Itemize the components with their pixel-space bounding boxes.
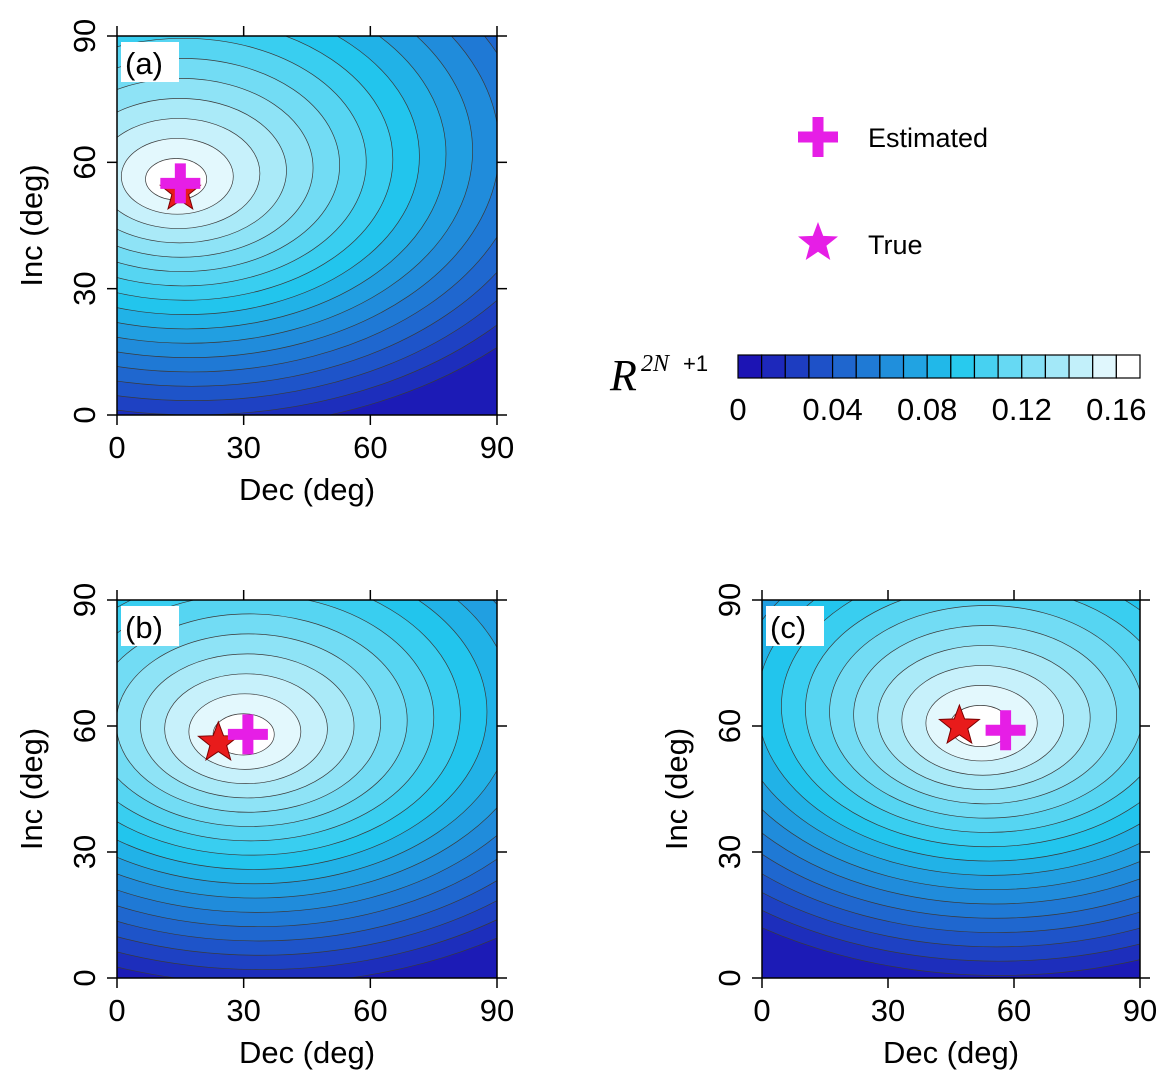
y-tick-label: 90 bbox=[67, 19, 102, 53]
y-tick-label: 0 bbox=[67, 406, 102, 423]
y-tick-label: 60 bbox=[67, 709, 102, 743]
y-axis-label: Inc (deg) bbox=[14, 728, 49, 850]
colorbar: 0 0.04 0.08 0.12 0.16 R 2N +1 bbox=[609, 351, 1147, 427]
y-tick-label: 0 bbox=[712, 969, 747, 986]
colorbar-swatch bbox=[1115, 354, 1141, 379]
x-tick-label: 90 bbox=[480, 430, 514, 465]
colorbar-swatch bbox=[1092, 354, 1117, 379]
estimated-marker bbox=[227, 714, 268, 755]
y-tick-label: 60 bbox=[712, 709, 747, 743]
panel-label-box bbox=[121, 606, 179, 646]
x-tick-label: 30 bbox=[226, 430, 260, 465]
y-tick-label: 0 bbox=[67, 969, 102, 986]
colorbar-title-superscript: 2N bbox=[641, 351, 671, 377]
plot-frame bbox=[761, 599, 1141, 979]
colorbar-tick-label: 0.04 bbox=[802, 392, 862, 427]
y-tick-label: 30 bbox=[67, 835, 102, 869]
x-axis-label: Dec (deg) bbox=[239, 472, 375, 507]
colorbar-swatch bbox=[784, 354, 810, 379]
plot-frame bbox=[116, 599, 498, 979]
x-tick-label: 30 bbox=[226, 993, 260, 1028]
contour-fill bbox=[762, 600, 1140, 976]
x-tick-label: 30 bbox=[871, 993, 905, 1028]
x-tick-label: 90 bbox=[480, 993, 514, 1028]
panel-a: 00 30 30 60 60 90 90 Dec (deg) Inc (deg) (a) bbox=[14, 19, 514, 507]
colorbar-swatch bbox=[997, 354, 1023, 379]
panel-b: 00 30 30 60 60 90 90 Dec (deg) Inc (deg) (b) bbox=[14, 583, 514, 1070]
colorbar-swatch bbox=[1021, 354, 1047, 379]
legend-estimated-label: Estimated bbox=[868, 123, 988, 153]
legend-true-marker bbox=[798, 222, 838, 260]
x-tick-label: 0 bbox=[108, 430, 125, 465]
contour-fill bbox=[117, 600, 497, 978]
colorbar-swatch bbox=[831, 354, 857, 379]
x-tick-label: 60 bbox=[353, 993, 387, 1028]
colorbar-title-superscript-plain: +1 bbox=[683, 351, 708, 376]
true-marker bbox=[938, 703, 981, 745]
legend: Estimated True bbox=[798, 117, 988, 260]
panel-label: (b) bbox=[125, 610, 163, 645]
colorbar-swatch bbox=[902, 354, 928, 379]
colorbar-tick-label: 0 bbox=[729, 392, 746, 427]
colorbar-swatch bbox=[973, 354, 999, 379]
colorbar-swatch bbox=[855, 354, 881, 379]
x-axis-label: Dec (deg) bbox=[239, 1035, 375, 1070]
estimated-marker bbox=[160, 163, 201, 204]
y-axis-label: Inc (deg) bbox=[14, 164, 49, 286]
panel-label-box bbox=[121, 42, 179, 82]
colorbar-tick-label: 0.08 bbox=[897, 392, 957, 427]
y-axis-label: Inc (deg) bbox=[659, 728, 694, 850]
colorbar-swatch bbox=[808, 354, 834, 379]
contour-fill bbox=[117, 36, 497, 415]
colorbar-swatch bbox=[879, 354, 905, 379]
colorbar-title: R bbox=[609, 351, 637, 400]
colorbar-swatch bbox=[926, 354, 952, 379]
x-tick-label: 0 bbox=[108, 993, 125, 1028]
y-tick-label: 90 bbox=[712, 583, 747, 617]
panel-label: (a) bbox=[125, 46, 163, 81]
y-tick-label: 30 bbox=[712, 835, 747, 869]
x-axis-label: Dec (deg) bbox=[883, 1035, 1019, 1070]
colorbar-swatch bbox=[950, 354, 976, 379]
colorbar-swatch bbox=[1044, 354, 1070, 379]
colorbar-tick-label: 0.16 bbox=[1086, 392, 1146, 427]
colorbar-swatch bbox=[737, 354, 763, 379]
x-tick-label: 90 bbox=[1123, 993, 1157, 1028]
panel-label: (c) bbox=[770, 610, 806, 645]
colorbar-tick-label: 0.12 bbox=[992, 392, 1052, 427]
panel-c: 00 30 30 60 60 90 90 Dec (deg) Inc (deg) (c) bbox=[659, 583, 1157, 1070]
panel-label-box bbox=[766, 606, 824, 646]
x-tick-label: 60 bbox=[997, 993, 1031, 1028]
legend-true-label: True bbox=[868, 230, 923, 260]
legend-estimated-marker bbox=[798, 117, 838, 157]
colorbar-swatch bbox=[761, 354, 786, 379]
x-tick-label: 60 bbox=[353, 430, 387, 465]
estimated-marker bbox=[985, 710, 1026, 751]
y-tick-label: 60 bbox=[67, 145, 102, 179]
plot-frame bbox=[116, 35, 498, 416]
y-tick-label: 90 bbox=[67, 583, 102, 617]
x-tick-label: 0 bbox=[753, 993, 770, 1028]
colorbar-swatch bbox=[1068, 354, 1094, 379]
y-tick-label: 30 bbox=[67, 271, 102, 305]
